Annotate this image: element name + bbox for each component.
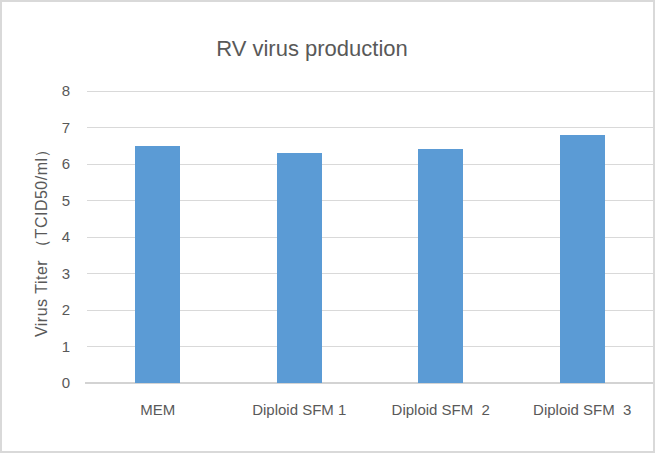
bar-diploid-sfm-2 xyxy=(418,149,463,383)
x-category-label: MEM xyxy=(87,398,229,422)
y-tick-label: 7 xyxy=(2,119,70,137)
y-tick-label: 1 xyxy=(2,338,70,356)
x-category-label: Diploid SFM 1 xyxy=(229,398,371,422)
y-tick-label: 0 xyxy=(2,374,70,392)
plot-area xyxy=(87,91,653,383)
gridline xyxy=(87,127,653,128)
x-category-label: Diploid SFM 3 xyxy=(512,398,654,422)
y-tick-label: 2 xyxy=(2,301,70,319)
bar-chart: RV virus production Virus Titer （TCID50/… xyxy=(0,0,655,453)
chart-title: RV virus production xyxy=(2,32,622,66)
bar-diploid-sfm-3 xyxy=(560,135,605,383)
y-tick-label: 5 xyxy=(2,192,70,210)
gridline xyxy=(87,91,653,92)
x-category-label: Diploid SFM 2 xyxy=(370,398,512,422)
y-tick-label: 3 xyxy=(2,265,70,283)
y-tick-label: 8 xyxy=(2,82,70,100)
y-tick-label: 6 xyxy=(2,155,70,173)
bar-mem xyxy=(135,146,180,383)
y-tick-label: 4 xyxy=(2,228,70,246)
bar-diploid-sfm-1 xyxy=(277,153,322,383)
